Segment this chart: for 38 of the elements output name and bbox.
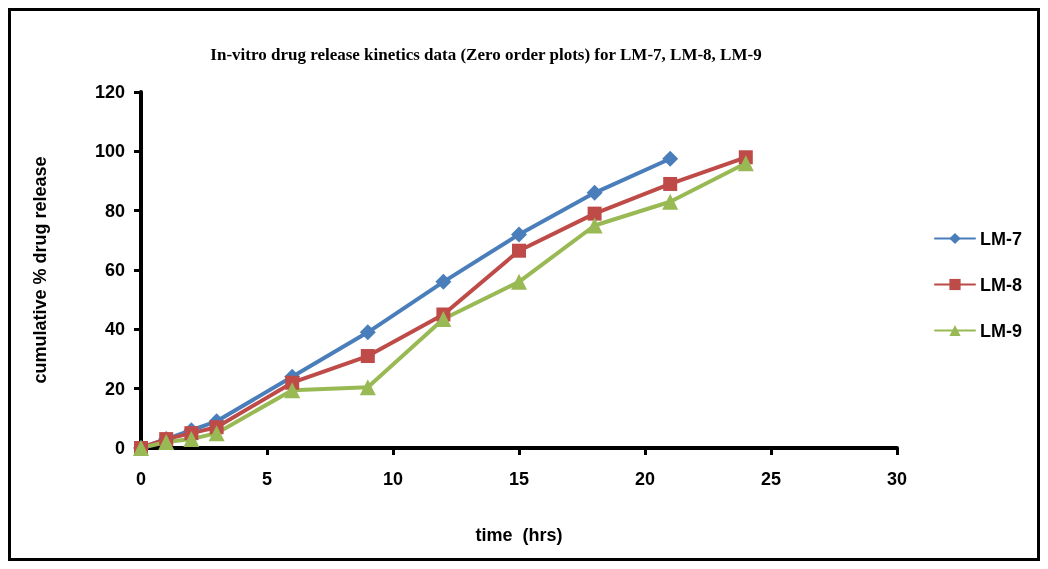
x-tick-label: 15 bbox=[508, 469, 530, 489]
x-tick-label: 5 bbox=[261, 469, 273, 489]
point bbox=[511, 226, 527, 243]
point bbox=[359, 324, 376, 341]
y-tick-label: 20 bbox=[104, 378, 125, 399]
x-axis-title: time (hrs) bbox=[475, 525, 563, 545]
x-tick-label: 30 bbox=[886, 469, 908, 489]
y-tick-label: 40 bbox=[104, 319, 125, 340]
x-tick-label: 10 bbox=[382, 469, 404, 489]
point bbox=[586, 217, 603, 234]
x-tick-label: 20 bbox=[634, 469, 656, 489]
legend-label: LM-7 bbox=[980, 228, 1023, 249]
point bbox=[359, 379, 376, 396]
legend-label: LM-8 bbox=[980, 274, 1023, 295]
y-tick-label: 120 bbox=[94, 82, 125, 102]
point bbox=[587, 206, 602, 221]
point bbox=[435, 310, 452, 327]
point bbox=[284, 382, 301, 399]
point bbox=[183, 431, 200, 448]
point bbox=[662, 150, 679, 167]
point bbox=[663, 176, 678, 191]
point bbox=[737, 155, 754, 172]
point bbox=[208, 425, 225, 442]
point bbox=[662, 193, 679, 210]
x-tick-label: 0 bbox=[135, 469, 147, 489]
y-tick-label: 100 bbox=[94, 141, 125, 162]
y-tick-label: 80 bbox=[104, 200, 125, 221]
x-tick-label: 25 bbox=[760, 469, 782, 489]
point bbox=[512, 243, 526, 258]
y-axis-title: cumulative % drug release bbox=[30, 156, 50, 384]
y-tick-label: 60 bbox=[104, 260, 125, 280]
point bbox=[586, 184, 603, 201]
point bbox=[511, 273, 527, 290]
legend-label: LM-9 bbox=[980, 320, 1023, 341]
chart-title: In-vitro drug release kinetics data (Zero order plots) for LM-7, LM-8, LM-9 bbox=[210, 45, 762, 64]
point bbox=[360, 349, 375, 364]
point bbox=[435, 273, 452, 290]
y-tick-label: 0 bbox=[114, 438, 125, 458]
